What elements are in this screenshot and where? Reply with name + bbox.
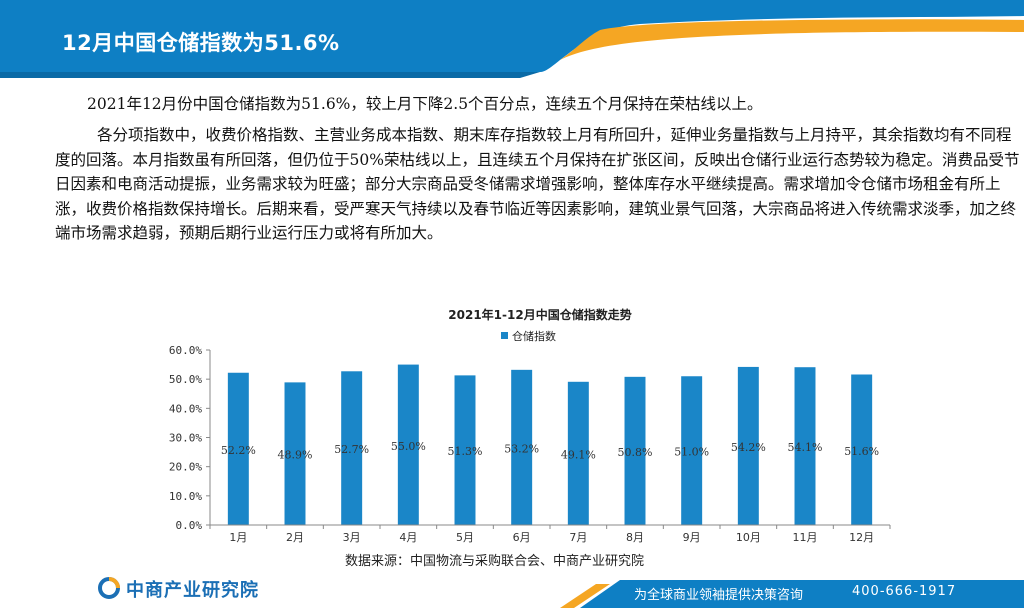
bar-4 <box>397 364 419 525</box>
bar-1 <box>227 372 249 525</box>
bar-value-label: 51.3% <box>448 445 483 458</box>
x-tick-label: 12月 <box>849 531 874 544</box>
bar-8 <box>624 376 646 525</box>
x-tick-label: 6月 <box>513 531 531 544</box>
analysis-paragraph: 各分项指数中，收费价格指数、主营业务成本指数、期末库存指数较上月有所回升，延伸业… <box>55 126 1020 243</box>
bar-value-label: 51.6% <box>844 445 879 458</box>
y-tick-label: 50.0% <box>169 373 202 386</box>
legend-label: 仓储指数 <box>512 329 556 343</box>
bar-value-label: 54.1% <box>788 441 823 454</box>
x-axis: 1月 2月 3月 4月 5月 6月 7月 8月 9月 10月 11月 12月 <box>209 524 891 544</box>
bar-value-label: 50.8% <box>618 446 653 459</box>
bar-value-label: 51.0% <box>674 446 709 459</box>
bar-2 <box>284 382 306 525</box>
bar-9 <box>681 376 703 525</box>
bar-3 <box>341 371 363 525</box>
footer-slogan: 为全球商业领袖提供决策咨询 <box>634 588 804 603</box>
bar-12 <box>851 374 873 525</box>
y-tick-label: 10.0% <box>169 490 202 503</box>
bar-value-label: 48.9% <box>278 449 313 462</box>
legend-swatch <box>501 332 508 339</box>
bar-value-label: 53.2% <box>504 442 539 455</box>
x-tick-label: 11月 <box>793 531 818 544</box>
x-tick-label: 8月 <box>626 531 644 544</box>
y-tick-label: 40.0% <box>169 402 202 415</box>
bar-value-label: 52.7% <box>334 443 369 456</box>
footer-banner <box>560 580 1024 608</box>
y-tick-label: 60.0% <box>169 344 202 357</box>
chart-source: 数据来源：中国物流与采购联合会、中商产业研究院 <box>345 553 644 569</box>
x-tick-label: 1月 <box>229 531 247 544</box>
company-logo-text: 中商产业研究院 <box>126 580 259 601</box>
x-tick-label: 7月 <box>569 531 587 544</box>
y-tick-label: 30.0% <box>169 432 202 445</box>
bar-5 <box>454 375 476 525</box>
page-title: 12月中国仓储指数为51.6% <box>62 31 340 55</box>
header-banner <box>0 0 1024 78</box>
bar-value-label: 55.0% <box>391 440 426 453</box>
warehouse-index-chart: 2021年1-12月中国仓储指数走势 仓储指数 0.0% 10.0% 20.0% 30… <box>169 307 891 569</box>
bar-series: 52.2% 48.9% 52.7% 55.0% 51.3% 53.2% 49.1% 50.8%… <box>221 364 879 525</box>
x-tick-label: 2月 <box>286 531 304 544</box>
x-tick-label: 4月 <box>399 531 417 544</box>
bar-value-label: 49.1% <box>561 448 596 461</box>
intro-paragraph: 2021年12月份中国仓储指数为51.6%，较上月下降2.5个百分点，连续五个月… <box>87 95 763 113</box>
chart-title: 2021年1-12月中国仓储指数走势 <box>448 307 631 322</box>
bar-10 <box>737 366 759 525</box>
x-tick-label: 9月 <box>683 531 701 544</box>
bar-7 <box>567 381 589 525</box>
x-tick-label: 5月 <box>456 531 474 544</box>
bar-value-label: 52.2% <box>221 444 256 457</box>
y-tick-label: 0.0% <box>176 519 203 532</box>
y-tick-label: 20.0% <box>169 461 202 474</box>
x-tick-label: 10月 <box>736 531 761 544</box>
bar-6 <box>511 369 533 525</box>
bar-value-label: 54.2% <box>731 441 766 454</box>
company-logo-icon <box>98 577 120 599</box>
footer-phone: 400-666-1917 <box>852 584 957 599</box>
x-tick-label: 3月 <box>343 531 361 544</box>
bar-11 <box>794 367 816 525</box>
y-axis: 0.0% 10.0% 20.0% 30.0% 40.0% 50.0% 60.0% <box>169 344 211 532</box>
